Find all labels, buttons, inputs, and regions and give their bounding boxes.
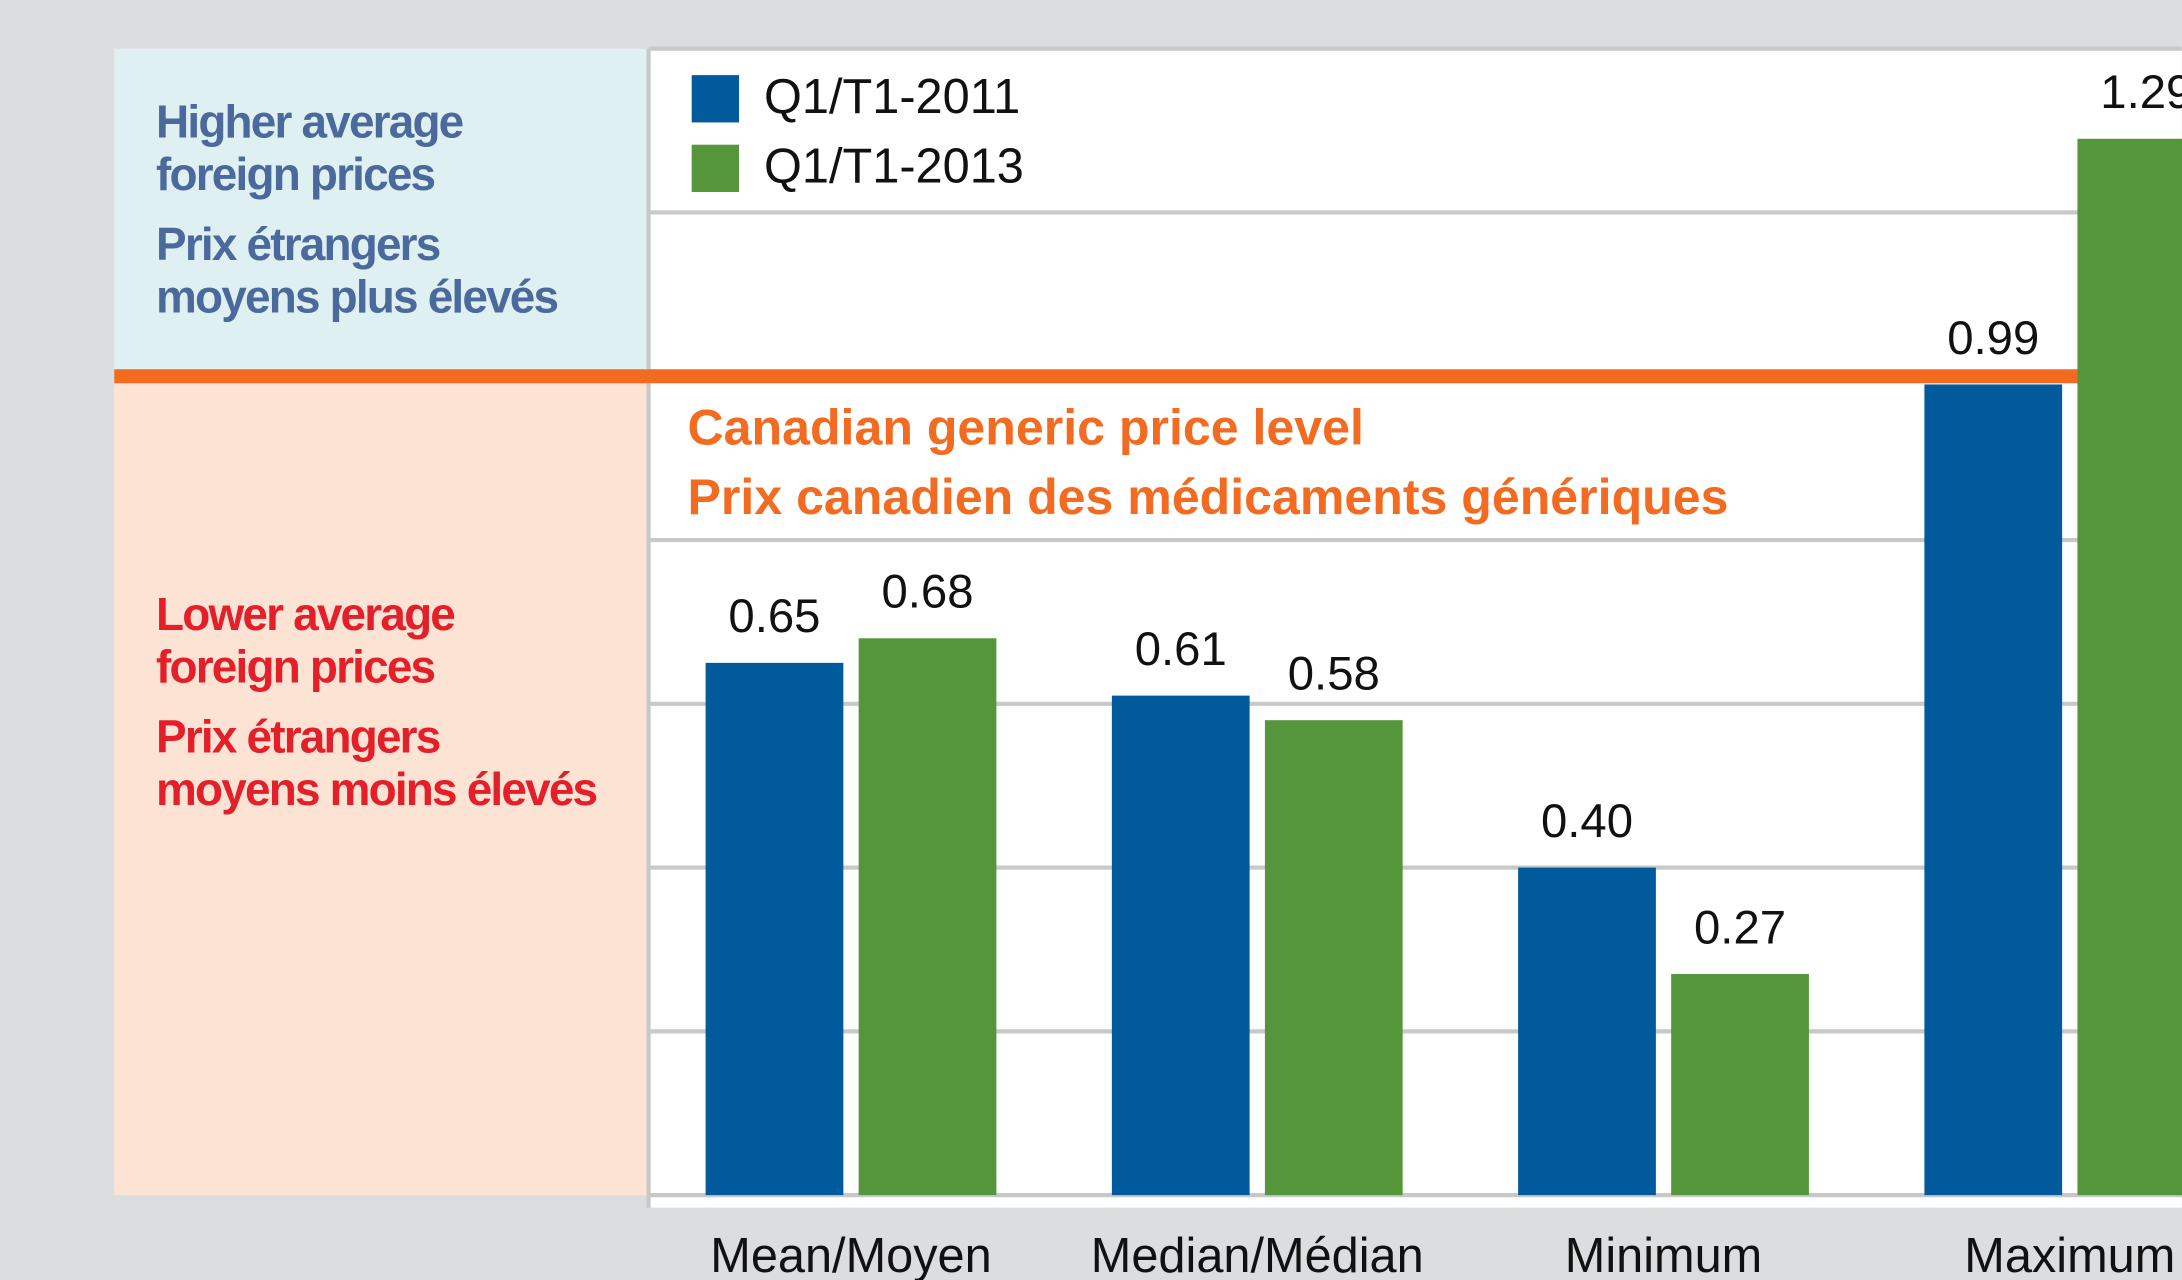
- value-label: 0.99: [1947, 312, 2039, 365]
- bar: [2077, 138, 2182, 1196]
- bar: [1518, 867, 1656, 1196]
- value-label: 0.65: [728, 590, 820, 643]
- value-label: 0.27: [1694, 901, 1786, 954]
- bar: [1924, 384, 2063, 1196]
- reference-label: Canadian generic price level: [688, 400, 1364, 456]
- higher-annotation: foreign prices: [156, 148, 435, 200]
- legend-swatch: [691, 144, 739, 192]
- lower-annotation: foreign prices: [156, 641, 435, 693]
- higher-annotation: Higher average: [156, 95, 463, 147]
- bar: [1264, 720, 1403, 1196]
- higher-panel: [114, 48, 649, 376]
- lower-panel: [114, 375, 649, 1196]
- value-label: 0.40: [1541, 795, 1633, 848]
- bar: [1671, 974, 1809, 1196]
- legend-swatch: [691, 75, 739, 123]
- lower-annotation: Prix étrangers: [156, 710, 440, 762]
- legend-label: Q1/T1-2011: [764, 70, 1020, 124]
- bar: [705, 662, 844, 1196]
- x-tick-label: Minimum: [1565, 1229, 1762, 1280]
- lower-annotation: Lower average: [156, 588, 454, 640]
- bar: [858, 638, 997, 1196]
- x-tick-label: Maximum: [1964, 1229, 2175, 1280]
- reference-label: Prix canadien des médicaments génériques: [688, 469, 1729, 525]
- lower-annotation: moyens moins élevés: [156, 763, 597, 815]
- legend-label: Q1/T1-2013: [764, 140, 1024, 194]
- value-label: 0.68: [881, 566, 973, 619]
- bar: [1111, 695, 1250, 1196]
- higher-annotation: moyens plus élevés: [156, 271, 557, 323]
- x-tick-label: Mean/Moyen: [710, 1229, 991, 1280]
- higher-annotation: Prix étrangers: [156, 218, 440, 270]
- x-tick-label: Median/Médian: [1091, 1229, 1424, 1280]
- value-label: 0.58: [1288, 648, 1380, 701]
- value-label: 0.61: [1135, 623, 1227, 676]
- value-label: 1.29: [2100, 66, 2182, 119]
